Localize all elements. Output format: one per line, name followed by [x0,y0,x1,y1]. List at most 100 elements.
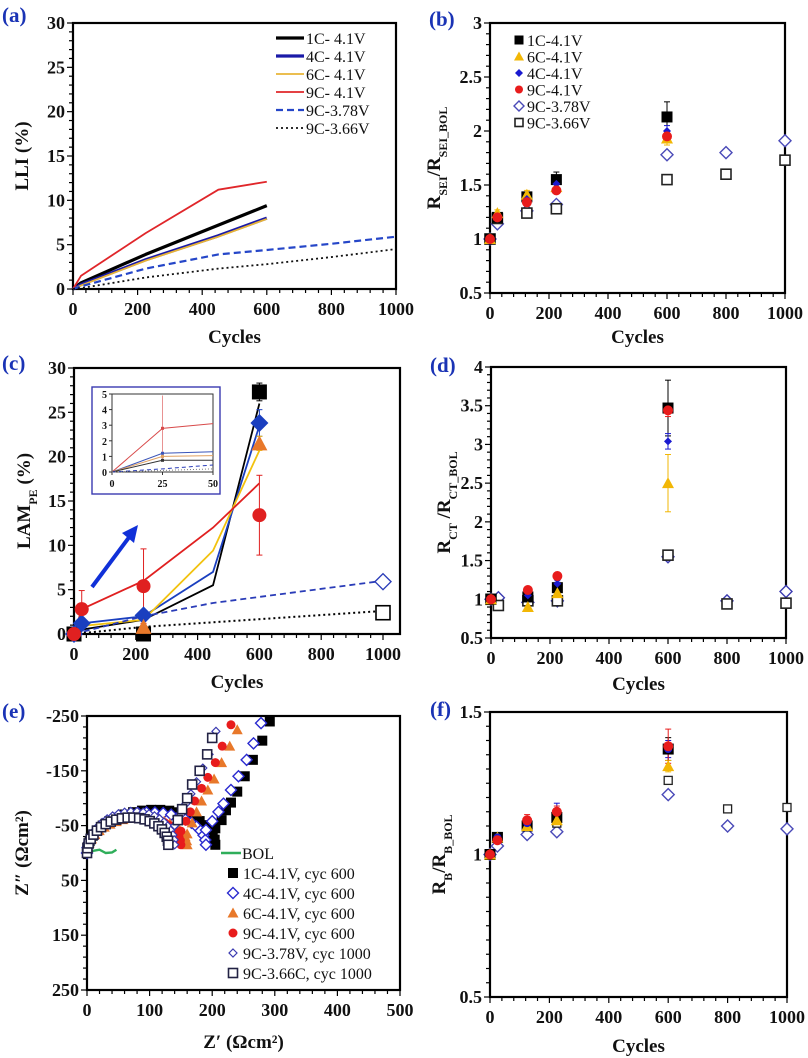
legend-label: 6C-4.1V [527,50,583,67]
y-tick-label: 10 [47,190,65,210]
x-tick-label: 1000 [378,299,414,319]
legend-marker [514,35,524,45]
data-point [217,741,227,751]
data-point [196,795,208,806]
inset-y-tick-label: 5 [102,390,107,401]
y-tick-label: 1.5 [461,551,484,571]
data-point [721,598,733,610]
x-tick-label: 400 [595,1007,622,1027]
x-axis-title: Cycles [211,672,264,693]
x-axis-title: Z′ (Ωcm²) [203,1032,284,1053]
data-point [662,131,672,142]
legend-marker [513,100,525,112]
arrow-head-icon [122,525,138,543]
y-axis-title: LLI (%) [12,121,33,190]
inset-y-tick-label: 1 [102,452,107,463]
data-point [199,838,213,852]
legend-marker [226,886,240,900]
legend-label: BOL [242,846,274,863]
data-point [176,803,188,815]
data-point [224,783,238,797]
inset-data-point [161,458,164,462]
x-tick-label: 0 [486,1007,495,1027]
data-point [521,197,532,208]
x-tick-label: 600 [655,1007,682,1027]
y-title-part: R [429,881,450,895]
data-point [663,741,674,752]
inset-x-tick-label: 50 [208,479,218,490]
data-point [722,804,733,814]
y-title-sub: SEI [436,176,450,196]
y-title-part: /R [424,157,445,177]
y-tick-label: 0.5 [461,628,484,648]
data-point [247,736,261,750]
y-tick-label: 0.5 [460,283,483,303]
data-point [232,769,245,783]
series-line [72,235,397,291]
data-point [202,784,214,795]
data-point [553,579,562,588]
y-tick-label: 1 [473,229,482,249]
legend-marker [515,69,523,77]
plot-frame [488,710,789,999]
data-point [186,779,198,790]
data-point [375,604,391,621]
x-tick-label: 100 [136,1000,163,1020]
legend-label: 9C-3.66V [527,116,591,133]
x-tick-label: 200 [537,648,564,668]
y-tick-label: 15 [47,146,65,166]
x-tick-label: 200 [536,1007,563,1027]
data-point [211,805,225,819]
legend-label: 1C-4.1V, cyc 600 [243,866,355,883]
data-point [374,572,392,591]
y-tick-label: 250 [52,980,79,1000]
x-tick-label: 500 [387,1000,414,1020]
x-tick-label: 200 [536,303,563,323]
inset-data-point [161,454,164,458]
x-tick-label: 1000 [365,644,401,664]
data-point [550,814,563,826]
data-point [720,819,735,833]
data-point [240,753,254,767]
y-tick-label: 3 [473,13,482,33]
legend-label: 6C-4.1V, cyc 600 [243,906,355,923]
chart-panel-f: 0 200 400 600 800 1000 0.5 1 1.5 (f) Cycles RB/RB_B… [429,697,805,1057]
inset-y-tick-label: 3 [102,421,107,432]
data-point [520,827,535,842]
panel-label: (b) [429,7,455,31]
legend-label: 9C-4.1V, cyc 600 [243,926,355,943]
x-tick-label: 800 [714,1007,741,1027]
legend-label: 4C-4.1V [527,66,583,83]
legend-marker [227,907,239,918]
data-point [251,384,267,400]
x-tick-label: 0 [70,644,79,664]
data-point [199,823,213,837]
legend-label: 4C-4.1V, cyc 600 [243,886,355,903]
data-point [224,740,236,751]
data-point [181,816,191,826]
data-point [522,584,533,595]
y-tick-label: -50 [55,816,79,836]
x-tick-label: 200 [124,299,151,319]
y-tick-label: -250 [46,706,79,726]
data-point [662,549,674,561]
x-tick-label: 800 [714,648,741,668]
x-axis-title: Cycles [612,674,665,695]
inset-data-point [161,451,164,455]
inset-data-point [161,426,164,430]
x-tick-label: 0 [69,299,78,319]
legend-label: 9C-3.66C, cyc 1000 [243,966,372,983]
y-title-part: /R [429,854,450,874]
chart-panel-c: 0 200 400 600 800 1000051015202530(c)CyclesLA… [2,351,402,693]
y-tick-label: 5 [57,580,66,600]
y-title-sub: B [441,873,455,881]
x-tick-label: 0 [83,1000,92,1020]
data-point [231,724,243,735]
legend-marker [228,928,238,938]
data-point [552,571,563,582]
y-tick-label: 30 [47,13,65,33]
inset-x-tick-label: 0 [110,479,115,490]
data-point [186,817,198,828]
data-point [250,413,269,432]
